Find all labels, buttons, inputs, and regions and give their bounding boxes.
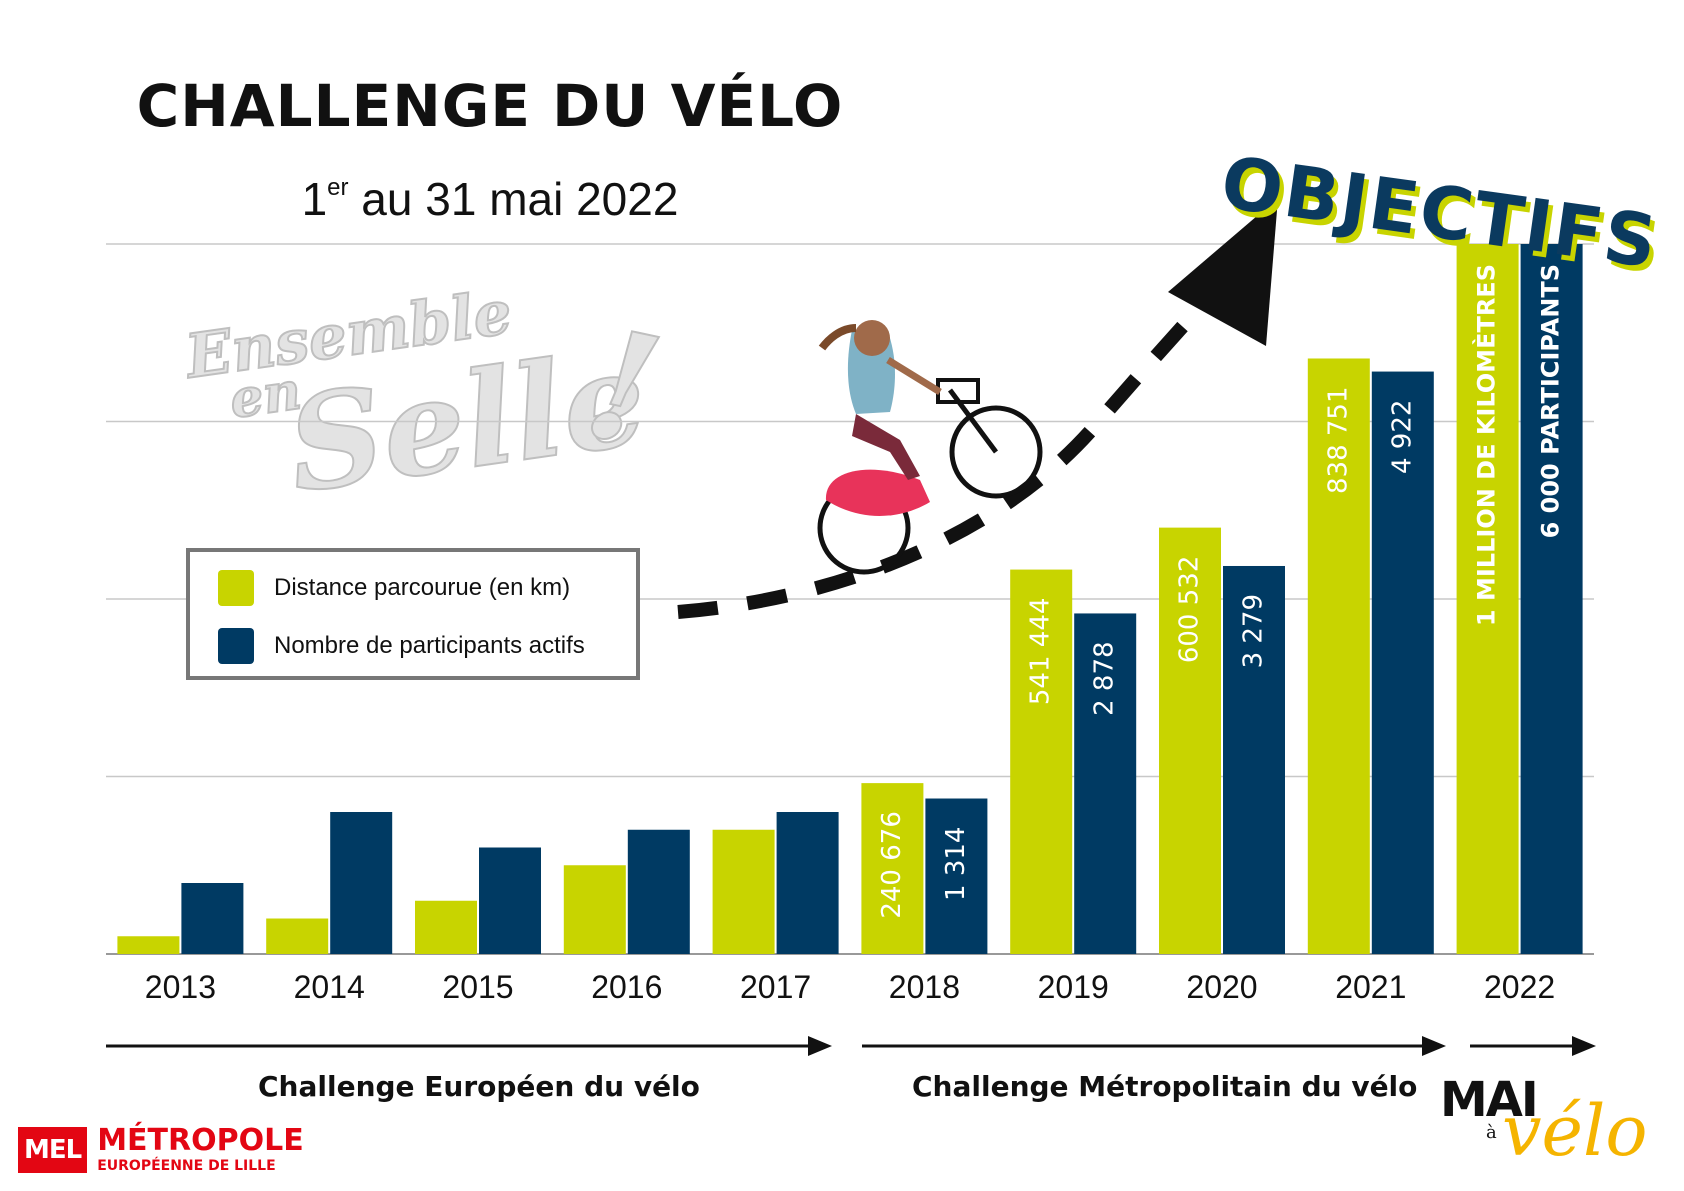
growth-arrowhead bbox=[1168, 198, 1278, 346]
bar-distance-2021 bbox=[1307, 358, 1370, 954]
bar-participants-2018 bbox=[925, 798, 988, 954]
mel-logo-box: MEL bbox=[18, 1126, 88, 1173]
x-tick-label-2015: 2015 bbox=[442, 969, 513, 1005]
bar-participants-2019 bbox=[1074, 613, 1137, 954]
cyclist-illustration bbox=[817, 320, 1043, 575]
mel-logo-line1: MÉTROPOLE bbox=[97, 1123, 304, 1158]
era-label-metropolitan: Challenge Métropolitain du vélo bbox=[912, 1070, 1418, 1103]
legend-label-distance: Distance parcourue (en km) bbox=[274, 574, 571, 601]
legend-swatch-distance bbox=[218, 570, 254, 606]
bar-participants-2014 bbox=[330, 812, 393, 954]
x-tick-label-2014: 2014 bbox=[294, 969, 365, 1005]
bar-distance-2022 bbox=[1456, 244, 1519, 954]
legend-item-participants: Nombre de participants actifs bbox=[218, 628, 585, 664]
legend-swatch-participants bbox=[218, 628, 254, 664]
legend: Distance parcourue (en km) Nombre de par… bbox=[186, 548, 640, 680]
x-tick-label-2016: 2016 bbox=[591, 969, 662, 1005]
chart-subtitle: 1er au 31 mai 2022 bbox=[301, 173, 679, 225]
x-tick-label-2020: 2020 bbox=[1186, 969, 1257, 1005]
mai-a-velo-mai: MAI bbox=[1440, 1072, 1539, 1128]
bar-label-participants-2018: 1 314 bbox=[941, 827, 971, 901]
x-tick-label-2013: 2013 bbox=[145, 969, 216, 1005]
x-tick-label-2022: 2022 bbox=[1484, 969, 1555, 1005]
bar-distance-2014 bbox=[266, 918, 329, 954]
x-tick-label-2021: 2021 bbox=[1335, 969, 1406, 1005]
bar-participants-2020 bbox=[1223, 565, 1285, 954]
bar-participants-2017 bbox=[776, 812, 839, 954]
bar-label-participants-2022: 6 000 PARTICIPANTS bbox=[1537, 264, 1565, 538]
bar-label-distance-2019: 541 444 bbox=[1026, 598, 1056, 706]
mai-a-velo-logo: MAI à vélo bbox=[1440, 1072, 1648, 1172]
bar-distance-2017 bbox=[712, 829, 775, 954]
bar-label-distance-2020: 600 532 bbox=[1175, 556, 1205, 664]
bar-distance-2015 bbox=[415, 900, 477, 954]
bar-participants-2021 bbox=[1371, 371, 1434, 954]
bar-label-distance-2018: 240 676 bbox=[877, 811, 907, 919]
mai-a-velo-a: à bbox=[1486, 1122, 1497, 1143]
mel-logo-text: MÉTROPOLE EUROPÉENNE DE LILLE bbox=[97, 1123, 304, 1174]
chart-title: CHALLENGE DU VÉLO bbox=[136, 72, 844, 140]
bar-label-participants-2020: 3 279 bbox=[1239, 594, 1269, 668]
x-tick-label-2018: 2018 bbox=[889, 969, 960, 1005]
bar-participants-2015 bbox=[479, 847, 541, 954]
bar-distance-2016 bbox=[563, 865, 626, 954]
bar-participants-2013 bbox=[181, 883, 244, 954]
growth-arrow-dashed-line bbox=[677, 295, 1211, 619]
bar-distance-2019 bbox=[1010, 569, 1073, 954]
bar-label-distance-2021: 838 751 bbox=[1323, 386, 1353, 494]
bar-distance-2020 bbox=[1159, 527, 1221, 954]
bar-label-distance-2022: 1 MILLION DE KILOMÈTRES bbox=[1472, 264, 1501, 626]
legend-label-participants: Nombre de participants actifs bbox=[274, 632, 585, 659]
bar-label-participants-2021: 4 922 bbox=[1387, 400, 1417, 474]
x-tick-label-2019: 2019 bbox=[1038, 969, 1109, 1005]
mel-logo: MEL MÉTROPOLE EUROPÉENNE DE LILLE bbox=[18, 1126, 304, 1173]
bar-distance-2013 bbox=[117, 936, 180, 954]
bar-distance-2018 bbox=[861, 783, 924, 954]
bar-participants-2022 bbox=[1520, 244, 1583, 954]
mai-a-velo-velo: vélo bbox=[1502, 1090, 1648, 1172]
legend-item-distance: Distance parcourue (en km) bbox=[218, 570, 570, 606]
x-tick-label-2017: 2017 bbox=[740, 969, 811, 1005]
mel-logo-line2: EUROPÉENNE DE LILLE bbox=[97, 1158, 276, 1174]
bar-label-participants-2019: 2 878 bbox=[1090, 641, 1120, 715]
era-label-european: Challenge Européen du vélo bbox=[258, 1070, 700, 1103]
bar-participants-2016 bbox=[627, 829, 690, 954]
